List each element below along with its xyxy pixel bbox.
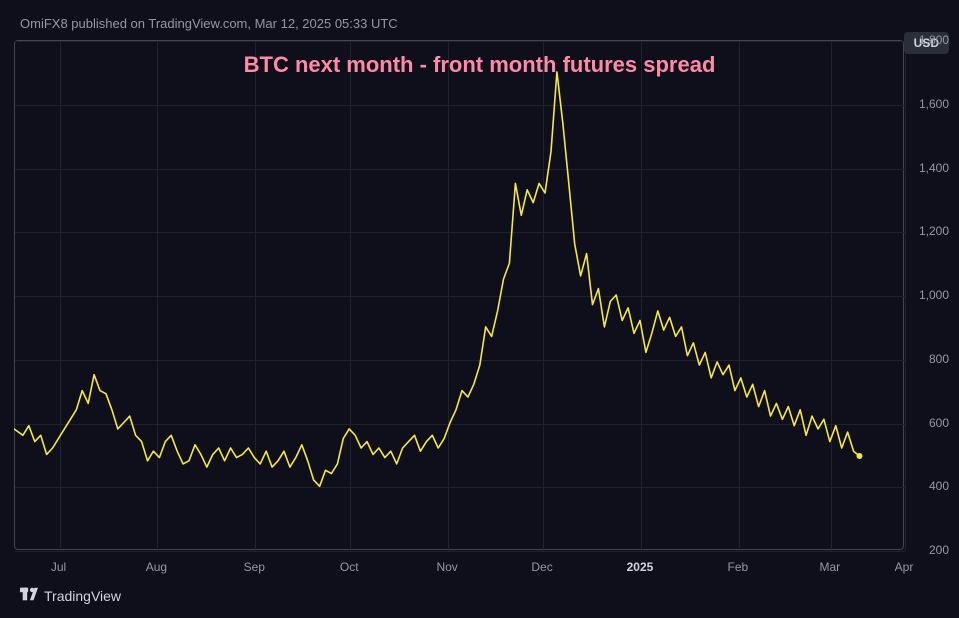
chart-title: BTC next month - front month futures spr… — [244, 52, 716, 78]
x-tick-label: Aug — [146, 560, 167, 574]
x-tick-label: Sep — [244, 560, 265, 574]
y-tick-label: 1,600 — [919, 97, 949, 111]
y-tick-label: 1,000 — [919, 288, 949, 302]
x-tick-label: Jul — [51, 560, 66, 574]
x-tick-label: 2025 — [627, 560, 654, 574]
x-tick-label: Feb — [728, 560, 749, 574]
chart-container: OmiFX8 published on TradingView.com, Mar… — [0, 0, 959, 618]
y-tick-label: 800 — [929, 352, 949, 366]
x-tick-label: Mar — [819, 560, 840, 574]
y-tick-label: 1,200 — [919, 224, 949, 238]
y-tick-label: 200 — [929, 543, 949, 557]
x-tick-label: Dec — [531, 560, 552, 574]
x-axis: JulAugSepOctNovDec2025FebMarApr — [14, 560, 904, 580]
y-axis: 2004006008001,0001,2001,4001,6001,800 — [904, 40, 949, 550]
tradingview-branding[interactable]: TradingView — [20, 587, 121, 604]
tradingview-label: TradingView — [44, 588, 121, 604]
x-tick-label: Apr — [895, 560, 914, 574]
y-tick-label: 1,400 — [919, 161, 949, 175]
y-tick-label: 400 — [929, 479, 949, 493]
attribution-text: OmiFX8 published on TradingView.com, Mar… — [20, 16, 398, 31]
y-tick-label: 600 — [929, 416, 949, 430]
x-tick-label: Nov — [436, 560, 457, 574]
x-tick-label: Oct — [340, 560, 359, 574]
tradingview-logo-icon — [20, 587, 38, 604]
chart-frame[interactable] — [14, 40, 904, 550]
y-tick-label: 1,800 — [919, 33, 949, 47]
